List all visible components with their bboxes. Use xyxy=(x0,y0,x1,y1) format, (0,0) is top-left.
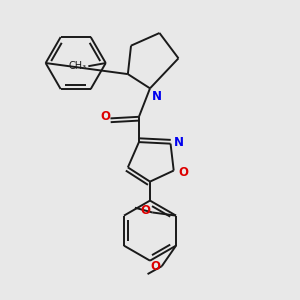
Text: CH₃: CH₃ xyxy=(69,61,87,71)
Text: O: O xyxy=(150,260,160,273)
Text: O: O xyxy=(178,166,188,178)
Text: N: N xyxy=(152,90,162,103)
Text: O: O xyxy=(101,110,111,123)
Text: O: O xyxy=(141,204,151,218)
Text: N: N xyxy=(173,136,184,148)
